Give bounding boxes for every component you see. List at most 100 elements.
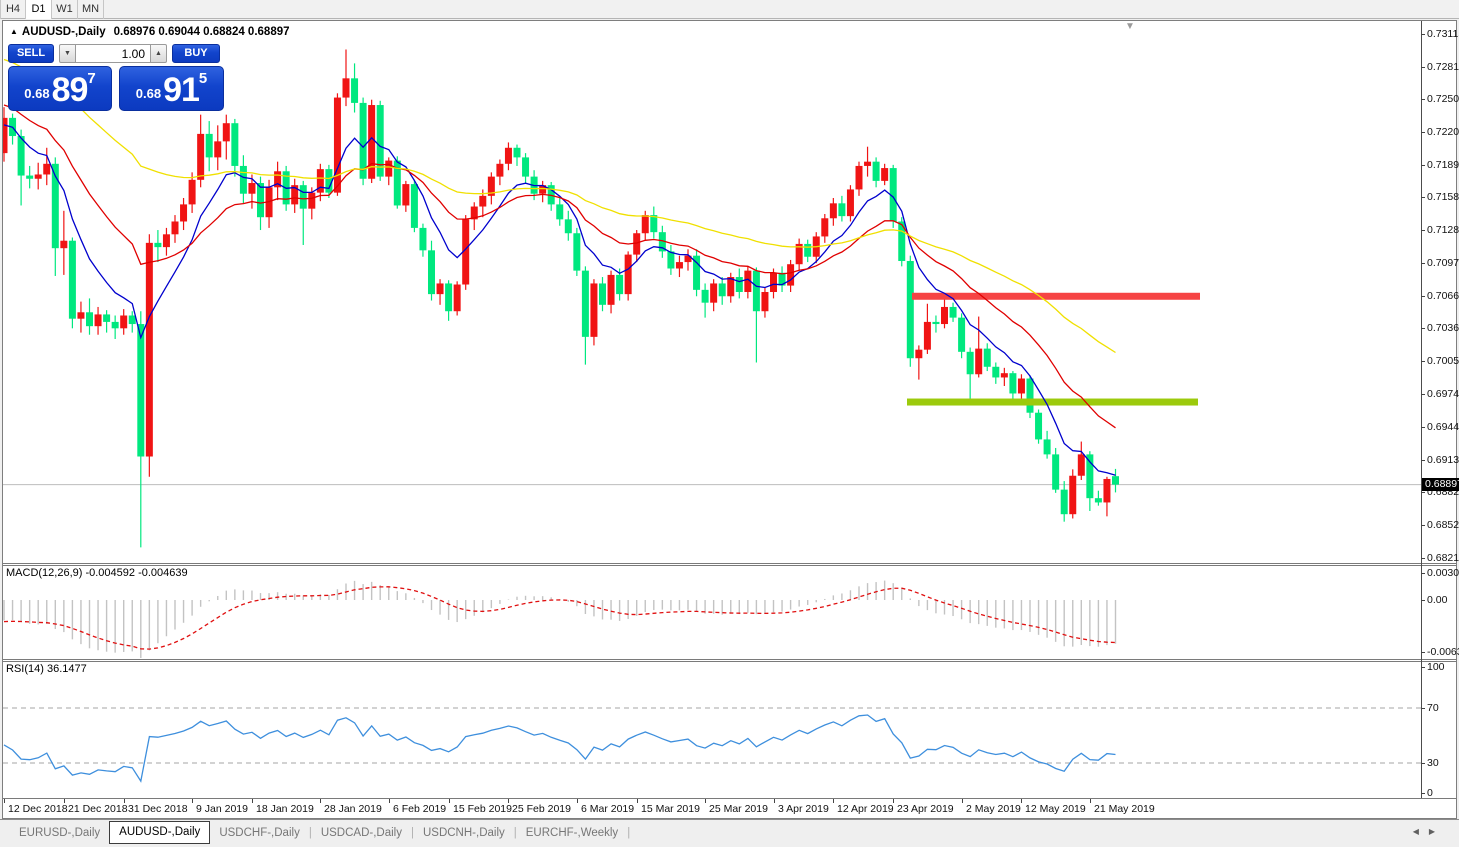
scroll-end-marker-icon[interactable]: ▼ [1125,21,1135,32]
tab-separator: | [308,827,312,839]
sell-price-prefix: 0.68 [24,86,50,101]
macd-label: MACD(12,26,9) -0.004592 -0.004639 [6,567,188,579]
date-axis-label: 6 Mar 2019 [581,803,635,815]
timeframe-button-d1[interactable]: D1 [26,0,52,19]
axis-tick-mark [1421,296,1425,297]
buy-price-button[interactable]: 0.68 91 5 [119,66,224,111]
date-axis-label: 15 Feb 2019 [453,803,512,815]
date-axis-label: 12 Dec 2018 [8,803,68,815]
rsi-panel[interactable] [3,707,1421,783]
date-tick-mark [705,799,706,803]
ohlc-values: 0.68976 0.69044 0.68824 0.68897 [113,26,290,38]
timeframe-button-w1[interactable]: W1 [52,0,78,19]
price-axis-label: 0.71585 [1427,191,1459,203]
tab-separator: | [410,827,414,839]
candles-layer [3,49,1119,548]
chart-window [2,20,1457,819]
one-click-trading-widget: SELL ▼ ▲ BUY 0.68 89 7 0.68 91 5 [8,44,224,111]
axis-tick-mark [1421,460,1425,461]
tab-scroll-left-icon[interactable]: ◀ [1412,827,1429,836]
price-axis-label: 0.73115 [1427,28,1459,40]
buy-button[interactable]: BUY [172,44,220,63]
timeframe-button-h4[interactable]: H4 [0,0,26,19]
date-tick-mark [833,799,834,803]
price-axis-label: 0.72505 [1427,93,1459,105]
panel-splitter[interactable] [3,563,1457,564]
tab-usdcnh[interactable]: USDCNH-,Daily [422,827,505,839]
volume-decrease-button[interactable]: ▼ [59,44,76,63]
date-axis-label: 23 Apr 2019 [897,803,954,815]
volume-increase-button[interactable]: ▲ [150,44,167,63]
date-axis-label: 28 Jan 2019 [324,803,382,815]
axis-tick-mark [1421,230,1425,231]
axis-tick-mark [1421,263,1425,264]
tab-separator: | [627,827,631,839]
axis-tick-mark [1421,763,1425,764]
rsi-axis-label: 70 [1427,702,1439,714]
date-tick-mark [389,799,390,803]
axis-tick-mark [1421,165,1425,166]
main-price-panel[interactable] [1,49,1422,548]
date-tick-mark [637,799,638,803]
axis-tick-mark [1421,99,1425,100]
date-tick-mark [508,799,509,803]
timeframe-toolbar: H4 D1 W1 MN [0,0,1459,19]
tab-usdcad[interactable]: USDCAD-,Daily [320,827,402,839]
price-axis-line [1421,21,1422,798]
tab-eurchf[interactable]: EURCHF-,Weekly [525,827,619,839]
panel-splitter[interactable] [3,565,1457,566]
macd-axis-label: 0.003035 [1427,567,1459,579]
timeframe-button-mn[interactable]: MN [78,0,104,19]
macd-axis-label: 0.00 [1427,594,1448,606]
date-tick-mark [320,799,321,803]
chart-title: ▲ AUDUSD-,Daily 0.68976 0.69044 0.68824 0.… [10,26,290,38]
date-axis-label: 21 May 2019 [1094,803,1155,815]
axis-tick-mark [1421,652,1425,653]
sell-price-button[interactable]: 0.68 89 7 [8,66,112,111]
date-tick-mark [4,799,5,803]
panel-splitter[interactable] [3,661,1457,662]
rsi-axis-label: 30 [1427,757,1439,769]
current-price-tag: 0.68897 [1422,478,1459,491]
axis-tick-mark [1421,525,1425,526]
axis-tick-mark [1421,667,1425,668]
buy-price-pip: 5 [198,70,208,87]
tab-audusd[interactable]: AUDUSD-,Daily [109,821,211,844]
date-axis-label: 15 Mar 2019 [641,803,700,815]
date-tick-mark [774,799,775,803]
date-axis-label: 6 Feb 2019 [393,803,447,815]
axis-tick-mark [1421,573,1425,574]
volume-input[interactable] [76,44,150,63]
moving-average-slow [3,58,1116,354]
sell-button[interactable]: SELL [8,44,54,63]
buy-price-prefix: 0.68 [135,86,162,101]
date-axis-label: 18 Jan 2019 [256,803,314,815]
tab-eurusd[interactable]: EURUSD-,Daily [19,827,101,839]
rsi-axis-label: 0 [1427,787,1433,799]
date-axis-label: 31 Dec 2018 [128,803,188,815]
date-axis-label: 25 Feb 2019 [512,803,571,815]
panel-splitter[interactable] [3,659,1457,660]
axis-tick-mark [1421,492,1425,493]
collapse-triangle-icon[interactable]: ▲ [10,27,18,36]
moving-average-mid [3,104,1116,429]
tab-scroll-right-icon[interactable]: ▶ [1428,827,1445,836]
macd-panel[interactable] [3,580,1117,660]
tab-usdchf[interactable]: USDCHF-,Daily [219,827,300,839]
date-tick-mark [64,799,65,803]
date-axis-label: 9 Jan 2019 [196,803,248,815]
support-level-line[interactable] [907,398,1198,406]
tab-separator: | [513,827,517,839]
resistance-level-line[interactable] [912,292,1200,300]
sell-price-big: 89 [51,71,89,110]
tab-scroll-arrows[interactable]: ◀▶ [1413,827,1445,836]
